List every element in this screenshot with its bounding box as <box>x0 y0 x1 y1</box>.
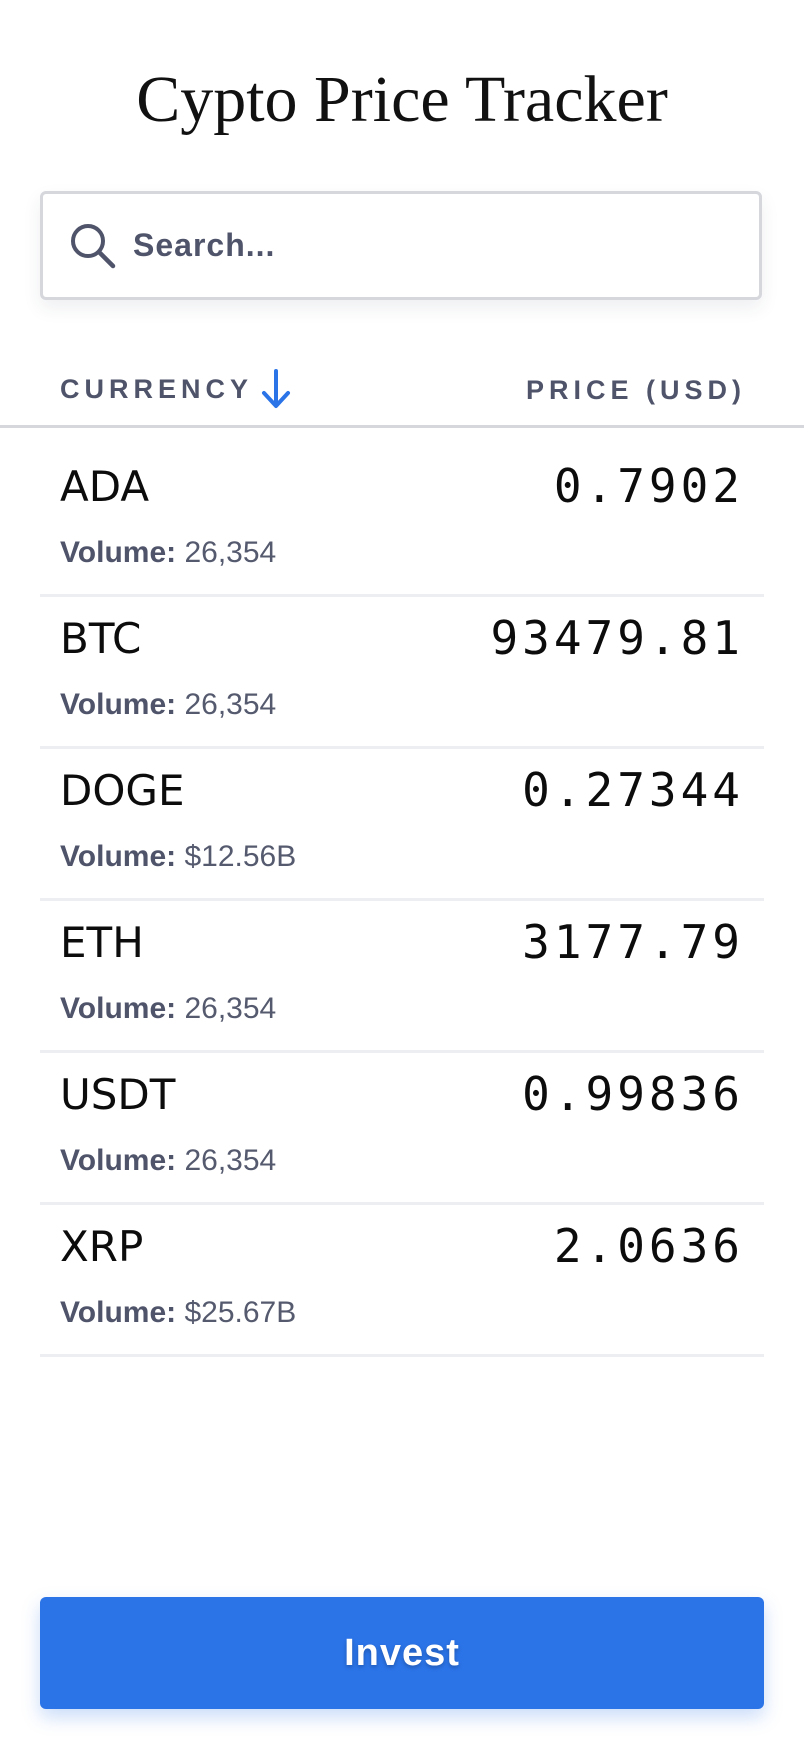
page-title: Cypto Price Tracker <box>136 63 668 136</box>
volume-value: 26,354 <box>184 536 277 569</box>
volume-label: Volume: <box>60 1296 177 1329</box>
volume-value: 26,354 <box>184 1144 277 1177</box>
currency-column-header[interactable]: CURRENCY <box>60 367 293 411</box>
currency-row-btc[interactable]: BTC 93479.81 Volume: 26,354 <box>40 597 764 749</box>
currency-row-ada[interactable]: ADA 0.7902 Volume: 26,354 <box>40 445 764 597</box>
price-column-header[interactable]: PRICE (USD) <box>525 375 746 405</box>
volume-label: Volume: <box>60 992 177 1025</box>
volume-label: Volume: <box>60 536 177 569</box>
currency-row-usdt[interactable]: USDT 0.99836 Volume: 26,354 <box>40 1053 764 1205</box>
volume-label: Volume: <box>60 688 177 721</box>
volume-value: 26,354 <box>184 992 277 1025</box>
currency-price: 0.99836 <box>522 1067 744 1121</box>
currency-row-doge[interactable]: DOGE 0.27344 Volume: $12.56B <box>40 749 764 901</box>
currency-volume: Volume: $12.56B <box>60 839 296 875</box>
currency-price: 0.27344 <box>522 763 744 817</box>
currency-volume: Volume: 26,354 <box>60 535 276 571</box>
currency-volume: Volume: 26,354 <box>60 1143 276 1179</box>
currency-symbol: BTC <box>60 614 142 663</box>
currency-row-xrp[interactable]: XRP 2.0636 Volume: $25.67B <box>40 1205 764 1357</box>
currency-list: ADA 0.7902 Volume: 26,354 BTC 93479.81 V… <box>40 445 764 1357</box>
list-header: CURRENCY PRICE (USD) <box>0 345 804 428</box>
currency-symbol: USDT <box>60 1070 176 1119</box>
currency-row-eth[interactable]: ETH 3177.79 Volume: 26,354 <box>40 901 764 1053</box>
currency-column-label: CURRENCY <box>60 373 254 404</box>
currency-volume: Volume: 26,354 <box>60 991 276 1027</box>
volume-label: Volume: <box>60 1144 177 1177</box>
currency-price: 93479.81 <box>490 611 744 665</box>
currency-symbol: XRP <box>60 1222 144 1271</box>
invest-button[interactable]: Invest <box>40 1597 764 1709</box>
currency-volume: Volume: 26,354 <box>60 687 276 723</box>
currency-price: 3177.79 <box>522 915 744 969</box>
currency-price: 0.7902 <box>553 459 744 513</box>
volume-value: 26,354 <box>184 688 277 721</box>
volume-label: Volume: <box>60 840 177 873</box>
arrow-down-icon[interactable] <box>259 367 293 411</box>
currency-volume: Volume: $25.67B <box>60 1295 296 1331</box>
currency-price: 2.0636 <box>553 1219 744 1273</box>
volume-value: $25.67B <box>184 1296 297 1329</box>
currency-symbol: ADA <box>60 462 150 511</box>
search-box[interactable] <box>40 191 762 300</box>
volume-value: $12.56B <box>184 840 297 873</box>
search-input[interactable] <box>133 194 743 297</box>
search-icon <box>71 224 116 269</box>
currency-symbol: DOGE <box>60 766 185 815</box>
currency-symbol: ETH <box>60 918 144 967</box>
